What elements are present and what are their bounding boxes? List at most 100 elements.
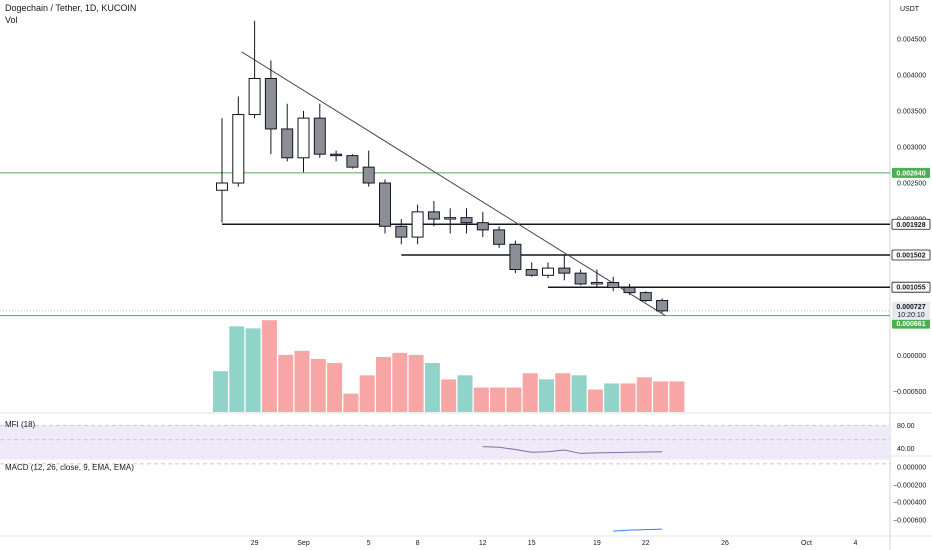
volume-bar	[392, 352, 408, 412]
volume-bar	[457, 375, 473, 412]
time-tick-label: 5	[367, 540, 371, 547]
volume-tick-label: −0.000500	[893, 389, 926, 396]
candle-down	[509, 243, 522, 271]
volume-bar	[424, 363, 440, 412]
chart-title: Dogechain / Tether, 1D, KUCOIN	[5, 3, 137, 13]
volume-bar	[604, 383, 620, 412]
candle-down	[460, 217, 473, 224]
volume-bar	[587, 389, 603, 412]
macd-tick-label: 0.000000	[897, 465, 926, 472]
volume-bar	[278, 354, 294, 412]
time-tick-label: 29	[251, 540, 259, 547]
time-tick-label: 8	[416, 540, 420, 547]
time-tick-label: Sep	[297, 540, 310, 547]
price-tick-label: 0.004500	[897, 36, 926, 43]
candle-down	[281, 128, 294, 159]
mfi-tick-label: 80.00	[897, 423, 915, 430]
price-tick-label: 0.002500	[897, 181, 926, 188]
candle-down	[574, 272, 587, 285]
volume-bar	[473, 387, 489, 412]
level-badge: 0.001928	[896, 222, 925, 229]
volume-bar	[261, 320, 277, 412]
level-badge-border	[891, 281, 931, 293]
mfi-line	[482, 446, 663, 454]
trendline	[241, 51, 666, 317]
level-badge-bg	[892, 167, 930, 178]
volume-bar	[327, 363, 343, 412]
candle-down	[264, 77, 277, 130]
volume-tick-label: 0.000000	[897, 353, 926, 360]
currency-label: USDT	[900, 6, 920, 13]
candle-countdown: 10:20:10	[897, 312, 924, 319]
volume-bar	[539, 379, 554, 412]
mfi-tick-label: 40.00	[897, 446, 915, 453]
last-price-badge: 0.000727	[896, 304, 925, 311]
level-badge-bg	[892, 318, 930, 329]
level-badge-bg	[892, 249, 930, 260]
volume-bar	[555, 373, 571, 412]
level-badge-border	[891, 249, 931, 261]
candle-up	[411, 211, 424, 238]
volume-bar	[571, 375, 587, 412]
volume-bar	[229, 326, 245, 412]
volume-bar	[669, 381, 685, 412]
level-badge-bg	[892, 282, 930, 293]
candle-down	[476, 222, 489, 231]
macd-title: MACD (12, 26, close, 9, EMA, EMA)	[5, 463, 134, 472]
time-tick-label: 15	[528, 540, 536, 547]
candle-up	[542, 267, 554, 276]
volume-bar	[245, 328, 261, 412]
macd-tick-label: −0.000400	[893, 500, 926, 507]
candle-up	[232, 114, 245, 184]
candle-up	[444, 217, 457, 220]
level-badge: 0.000661	[896, 321, 925, 328]
volume-bar	[343, 393, 359, 412]
macd-tick-label: −0.000200	[893, 483, 926, 490]
time-tick-label: 19	[593, 540, 601, 547]
macd-tick-label: −0.000600	[893, 518, 926, 525]
volume-bar	[653, 381, 669, 412]
candle-down	[313, 117, 326, 155]
price-tick-label: 0.004000	[897, 72, 926, 79]
candle-down	[623, 287, 636, 294]
volume-bar	[310, 358, 326, 412]
candle-down	[346, 155, 359, 168]
volume-bar	[376, 356, 391, 412]
time-tick-label: 22	[642, 540, 650, 547]
volume-bar	[636, 377, 652, 412]
volume-bar	[506, 387, 522, 412]
last-price-badge-bg	[892, 301, 930, 320]
candle-down	[427, 211, 440, 220]
volume-bar	[620, 383, 636, 412]
candle-down	[525, 269, 538, 276]
level-badge-bg	[892, 219, 930, 230]
level-badge: 0.002640	[896, 170, 925, 177]
level-badge-border	[891, 218, 931, 230]
time-tick-label: Oct	[801, 540, 812, 547]
candle-up	[216, 182, 228, 191]
volume-bar	[408, 354, 424, 412]
candle-down	[395, 225, 408, 238]
candle-up	[590, 282, 603, 285]
candle-down	[656, 300, 669, 312]
candle-down	[362, 166, 375, 184]
macd-line	[613, 528, 663, 532]
candle-down	[379, 182, 391, 227]
volume-label: Vol	[5, 15, 18, 25]
candle-up	[297, 117, 310, 159]
volume-bar	[294, 350, 310, 412]
time-tick-label: 26	[721, 540, 729, 547]
volume-bar	[359, 375, 375, 412]
level-badge: 0.001502	[896, 252, 925, 259]
time-tick-label: 12	[479, 540, 487, 547]
price-tick-label: 0.003000	[897, 144, 926, 151]
time-tick-label: 4	[853, 540, 857, 547]
mfi-band	[0, 425, 890, 460]
candle-up	[248, 77, 261, 116]
mfi-title: MFI (18)	[5, 420, 36, 429]
candle-down	[607, 282, 620, 289]
candle-down	[330, 153, 343, 157]
volume-bar	[490, 387, 506, 412]
candle-down	[558, 267, 571, 274]
